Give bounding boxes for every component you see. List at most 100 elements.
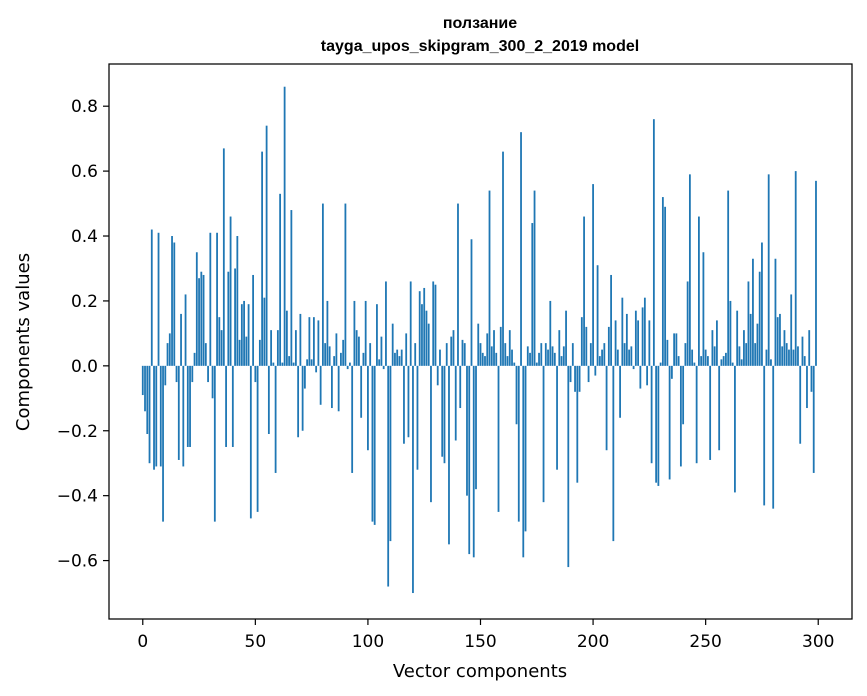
bar-286 [785, 343, 788, 366]
bar-239 [679, 365, 682, 467]
bar-169 [522, 365, 525, 558]
bar-89 [342, 339, 345, 366]
bar-60 [276, 330, 279, 366]
bar-297 [810, 365, 813, 392]
x-tick-label: 150 [464, 632, 496, 652]
y-tick-label: 0.2 [71, 292, 98, 312]
bar-118 [407, 365, 410, 438]
bar-251 [707, 356, 709, 366]
bar-200 [592, 184, 594, 366]
bar-10 [164, 365, 167, 386]
bar-110 [389, 365, 392, 542]
bar-79 [319, 365, 322, 405]
bar-274 [758, 271, 761, 366]
bar-17 [180, 313, 182, 366]
bar-92 [349, 362, 351, 366]
bar-187 [562, 346, 565, 366]
bar-190 [569, 365, 572, 383]
bar-155 [490, 346, 493, 366]
bar-212 [619, 365, 621, 418]
x-tick-label: 50 [245, 632, 267, 652]
bar-225 [648, 320, 651, 366]
bar-278 [767, 174, 770, 366]
bar-38 [227, 271, 230, 366]
bar-261 [729, 300, 732, 366]
y-tick-label: 0.4 [71, 227, 98, 247]
bar-160 [502, 151, 504, 366]
bar-216 [628, 349, 630, 366]
bar-295 [806, 365, 808, 409]
bar-117 [405, 333, 408, 366]
bar-146 [470, 239, 473, 366]
bar-90 [344, 203, 347, 366]
bar-288 [790, 294, 793, 366]
bar-69 [297, 365, 300, 438]
bar-121 [414, 343, 417, 366]
bar-264 [736, 310, 739, 366]
bar-150 [479, 343, 482, 366]
bar-63 [283, 86, 286, 366]
bar-220 [637, 320, 640, 366]
bar-267 [743, 330, 745, 366]
bar-206 [605, 365, 608, 451]
bar-227 [652, 119, 655, 366]
bar-73 [306, 359, 309, 366]
bar-98 [362, 352, 365, 366]
bar-83 [328, 346, 331, 366]
bar-87 [337, 365, 340, 412]
bar-144 [466, 365, 468, 496]
bar-240 [682, 365, 685, 425]
bar-105 [378, 359, 381, 366]
x-tick-label: 250 [689, 632, 721, 652]
bar-106 [380, 336, 383, 366]
bar-279 [770, 359, 772, 366]
bar-94 [353, 300, 356, 366]
bar-163 [508, 330, 511, 366]
bar-142 [461, 339, 464, 366]
bar-138 [452, 330, 455, 366]
bar-290 [794, 171, 797, 366]
bar-6 [155, 365, 158, 467]
bar-62 [281, 362, 284, 366]
x-tick-label: 300 [802, 632, 834, 652]
bar-191 [571, 343, 574, 366]
plot-frame [108, 63, 853, 620]
bar-96 [358, 336, 360, 366]
bar-1 [144, 365, 146, 412]
bar-226 [650, 365, 653, 464]
bar-57 [270, 330, 273, 366]
x-tick-label: 200 [577, 632, 609, 652]
bar-46 [245, 336, 248, 366]
bar-135 [445, 343, 448, 366]
bar-178 [542, 365, 545, 503]
y-tick-label: 0.6 [71, 162, 98, 182]
bar-175 [535, 362, 538, 366]
bar-149 [477, 323, 480, 366]
y-tick-label: −0.2 [57, 422, 98, 442]
bar-242 [686, 281, 689, 366]
bar-86 [335, 333, 338, 366]
bar-229 [657, 365, 660, 486]
bar-20 [186, 365, 189, 447]
bar-157 [495, 352, 498, 366]
bar-113 [396, 349, 399, 366]
bar-18 [182, 365, 185, 467]
bar-5 [153, 365, 155, 470]
bar-218 [632, 365, 635, 370]
bar-260 [727, 190, 730, 366]
bar-159 [499, 326, 502, 366]
bar-123 [418, 291, 421, 366]
bar-130 [434, 284, 437, 366]
bar-50 [254, 365, 257, 383]
bar-114 [398, 356, 401, 366]
bar-205 [603, 343, 606, 366]
bar-8 [159, 365, 162, 467]
bar-283 [779, 313, 781, 366]
bar-291 [797, 346, 799, 366]
bar-296 [808, 330, 811, 366]
bar-271 [752, 258, 754, 366]
bar-238 [677, 356, 680, 366]
y-tick-label: −0.4 [57, 487, 98, 507]
bar-93 [351, 365, 354, 473]
bar-162 [506, 356, 509, 366]
